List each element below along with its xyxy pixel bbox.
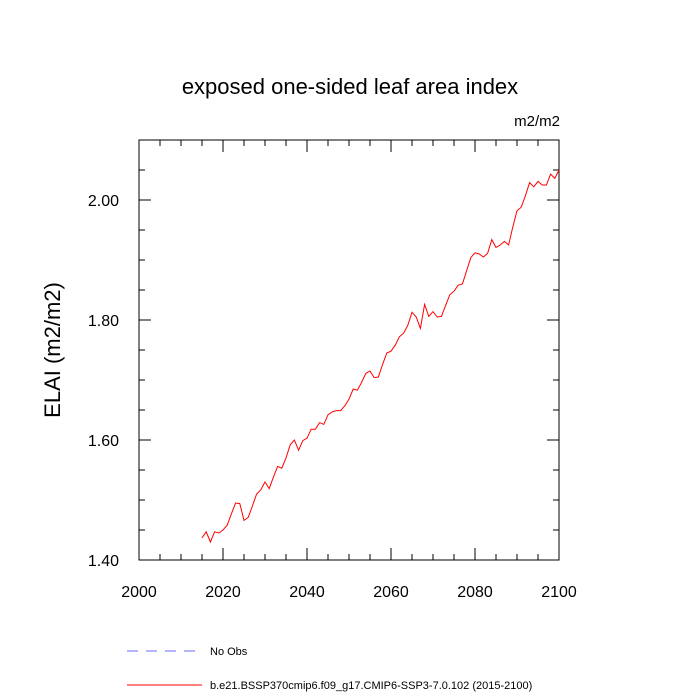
- x-tick-label: 2060: [373, 584, 409, 601]
- chart-title: exposed one-sided leaf area index: [182, 74, 518, 99]
- y-tick-label: 1.60: [88, 433, 119, 450]
- legend: No Obs b.e21.BSSP370cmip6.f09_g17.CMIP6-…: [127, 646, 532, 692]
- x-tick-label: 2040: [289, 584, 325, 601]
- y-tick-label: 2.00: [88, 193, 119, 210]
- y-axis: 1.40 1.60 1.80 2.00: [88, 169, 559, 570]
- plot-area: 2000 2020 2040 2060 2080 2100 1.40 1.60 1.80 2.0…: [88, 139, 577, 601]
- x-tick-label: 2100: [541, 584, 577, 601]
- y-axis-label: ELAI (m2/m2): [40, 282, 65, 418]
- y-tick-label: 1.80: [88, 313, 119, 330]
- legend-label-no-obs: No Obs: [210, 646, 248, 658]
- x-axis: 2000 2020 2040 2060 2080 2100: [121, 140, 577, 601]
- x-tick-label: 2000: [121, 584, 157, 601]
- plot-frame: [138, 139, 560, 561]
- units-label: m2/m2: [514, 113, 560, 130]
- series-line-0: [201, 169, 560, 544]
- legend-label-model: b.e21.BSSP370cmip6.f09_g17.CMIP6-SSP3-7.…: [210, 680, 532, 692]
- x-tick-label: 2020: [205, 584, 241, 601]
- series-layer: [201, 169, 560, 544]
- y-tick-label: 1.40: [88, 553, 119, 570]
- x-tick-label: 2080: [457, 584, 493, 601]
